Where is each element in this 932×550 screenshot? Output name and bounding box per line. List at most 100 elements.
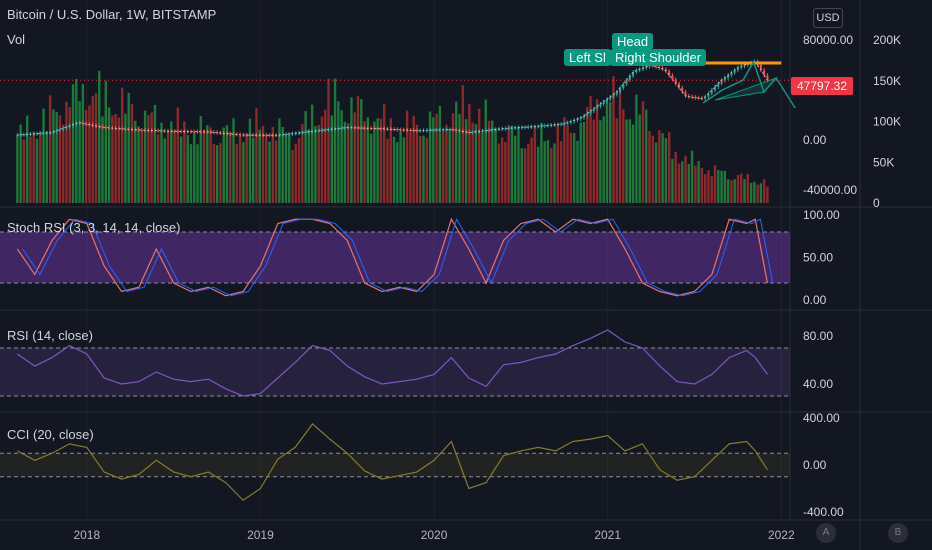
price-candle (157, 130, 160, 132)
volume-bar (641, 101, 645, 203)
volume-bar (330, 115, 334, 203)
price-candle (471, 132, 474, 134)
price-candle (717, 83, 720, 87)
volume-bar (235, 143, 239, 203)
volume-bar (510, 125, 514, 203)
volume-bar (759, 183, 763, 203)
price-candle (245, 135, 248, 137)
cci-label[interactable]: CCI (20, close) (7, 427, 94, 442)
price-candle (186, 131, 189, 133)
price-candle (553, 124, 556, 126)
volume-bar (94, 93, 98, 203)
price-candle (569, 121, 572, 123)
price-candle (615, 92, 618, 95)
volume-tick-50K: 50K (873, 155, 894, 169)
volume-bar (173, 130, 176, 203)
rsi-band (0, 348, 790, 396)
price-candle (520, 127, 523, 129)
price-candle (658, 66, 661, 68)
volume-bar (107, 107, 111, 203)
volume-label[interactable]: Vol (7, 32, 26, 47)
volume-bar (42, 108, 45, 203)
volume-bar (651, 135, 654, 203)
volume-bar (726, 179, 730, 203)
price-candle (252, 135, 255, 137)
volume-bar (307, 129, 311, 203)
price-candle (694, 97, 697, 99)
volume-bar (710, 176, 713, 203)
price-candle (671, 75, 674, 80)
volume-bar (625, 119, 628, 203)
volume-bar (586, 107, 589, 203)
stoch-band (0, 232, 790, 283)
price-candle (248, 135, 251, 137)
volume-bar (507, 124, 510, 203)
volume-bar (75, 78, 78, 203)
price-candle (140, 129, 143, 131)
volume-bar (360, 99, 363, 203)
volume-bar (170, 121, 173, 203)
volume-bar (248, 118, 252, 203)
price-candle (373, 128, 376, 130)
currency-button[interactable]: USD (813, 8, 843, 28)
rsi-label[interactable]: RSI (14, close) (7, 328, 93, 343)
volume-bar (62, 124, 65, 203)
price-candle (314, 130, 317, 132)
volume-tick-0: 0 (873, 196, 880, 210)
b-button[interactable]: B (888, 523, 908, 543)
price-candle (540, 125, 543, 127)
volume-bar (369, 133, 373, 203)
price-candle (619, 88, 622, 93)
volume-bar (29, 136, 32, 203)
x-tick-2019: 2019 (247, 528, 274, 542)
volume-bar (609, 102, 612, 203)
price-candle (684, 91, 687, 96)
volume-bar (523, 148, 527, 203)
volume-bar (196, 144, 199, 203)
volume-bar (304, 111, 307, 203)
stoch-rsi-label[interactable]: Stoch RSI (3, 3, 14, 14, close) (7, 220, 181, 235)
volume-bar (491, 120, 494, 203)
volume-bar (245, 133, 248, 203)
price-candle (396, 129, 399, 131)
price-candle (573, 120, 576, 122)
volume-bar (163, 138, 166, 203)
price-candle (576, 119, 579, 121)
cci-tick--400.00: -400.00 (803, 505, 844, 519)
price-candle (589, 111, 592, 114)
price-candle (723, 77, 726, 81)
head-label: Head (612, 33, 654, 50)
price-candle (674, 79, 677, 84)
volume-bar (104, 80, 107, 203)
volume-bar (284, 134, 288, 203)
price-candle (334, 128, 337, 130)
volume-bars (16, 70, 769, 203)
volume-bar (700, 167, 704, 203)
volume-bar (202, 129, 206, 203)
volume-bar (383, 104, 386, 203)
volume-bar (350, 97, 353, 203)
auto-scale-button[interactable]: A (816, 523, 836, 543)
price-candle (759, 64, 762, 71)
price-candle (494, 129, 497, 131)
volume-bar (720, 170, 723, 203)
volume-bar (199, 115, 202, 203)
price-line (17, 61, 768, 136)
price-candle (432, 130, 435, 132)
volume-bar (101, 116, 104, 203)
volume-bar (546, 140, 550, 203)
volume-bar (605, 101, 609, 203)
rsi-pane (0, 329, 790, 397)
price-candle (81, 122, 84, 124)
volume-bar (222, 127, 225, 203)
price-candle (343, 127, 346, 129)
volume-bar (193, 132, 196, 203)
price-candle (258, 135, 261, 137)
volume-bar (405, 110, 409, 203)
price-candle (291, 133, 294, 135)
symbol-title[interactable]: Bitcoin / U.S. Dollar, 1W, BITSTAMP (7, 7, 217, 22)
price-candle (510, 127, 513, 129)
volume-bar (281, 126, 284, 203)
stoch-tick-0.00: 0.00 (803, 293, 827, 307)
